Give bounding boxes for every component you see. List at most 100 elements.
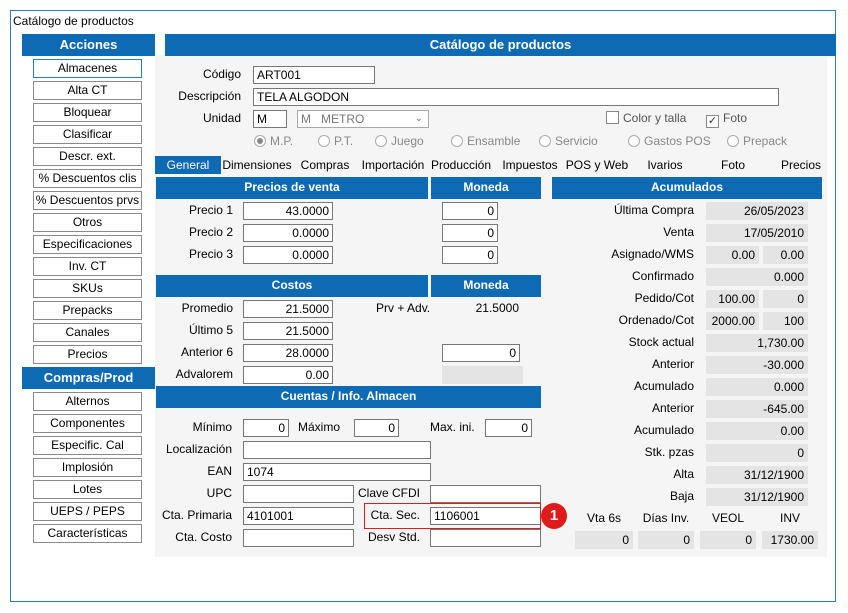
acumulado-bottom-value: 0 <box>575 531 633 549</box>
sidebar-acciones-button[interactable]: % Descuentos prvs <box>33 191 142 210</box>
acumulado-value: -30.000 <box>706 356 808 374</box>
advalorem-moneda-field <box>442 366 523 384</box>
ultimo-input[interactable]: 21.5000 <box>243 322 333 340</box>
precio-label: Precio 1 <box>188 203 233 217</box>
acumulado-value: -645.00 <box>706 400 808 418</box>
precio-moneda-input[interactable]: 0 <box>442 202 498 220</box>
tab[interactable]: General <box>155 156 221 174</box>
acumulado-value: 26/05/2023 <box>706 202 808 220</box>
sidebar-compras-button[interactable]: UEPS / PEPS <box>33 502 142 521</box>
advalorem-label: Advalorem <box>175 367 233 381</box>
acumulado-label: Confirmado <box>631 269 694 283</box>
checkmark-icon: ✓ <box>706 115 719 128</box>
sidebar-acciones-button[interactable]: Almacenes <box>33 59 142 78</box>
anterior-moneda-input[interactable]: 0 <box>442 344 520 362</box>
precio-moneda-input[interactable]: 0 <box>442 224 498 242</box>
type-radio[interactable]: Servicio <box>539 133 598 149</box>
upc-input[interactable] <box>243 485 354 503</box>
sidebar-acciones-button[interactable]: Clasificar <box>33 125 142 144</box>
sidebar-acciones-button[interactable]: Precios <box>33 345 142 364</box>
sidebar-acciones-button[interactable]: Alta CT <box>33 81 142 100</box>
acumulado-label: Anterior <box>651 357 694 371</box>
unidad-select[interactable]: M METRO ⌄ <box>297 110 429 128</box>
cta-sec-label: Cta. Sec. <box>370 508 420 522</box>
codigo-input[interactable]: ART001 <box>253 66 375 84</box>
precio-input[interactable]: 0.0000 <box>243 246 333 264</box>
prv-adv-label: Prv + Adv. <box>376 301 431 315</box>
type-radio[interactable]: Ensamble <box>451 133 520 149</box>
sidebar-compras-button[interactable]: Especific. Cal <box>33 436 142 455</box>
cuentas-header: Cuentas / Info. Almacen <box>156 386 541 408</box>
maximo-label: Máximo <box>298 420 341 434</box>
sidebar-acciones-button[interactable]: Inv. CT <box>33 257 142 276</box>
window-title: Catálogo de productos <box>13 14 134 28</box>
acumulado-label: Asignado/WMS <box>611 247 694 261</box>
precio-moneda-input[interactable]: 0 <box>442 246 498 264</box>
radio-selected-icon <box>254 135 266 147</box>
anterior-label: Anterior 6 <box>180 345 233 359</box>
acumulado-value: 0.000 <box>706 378 808 396</box>
maximo-input[interactable]: 0 <box>354 419 399 437</box>
clave-cfdi-input[interactable] <box>430 485 541 503</box>
tab[interactable]: Foto <box>720 158 745 172</box>
acumulado-value: 1,730.00 <box>706 334 808 352</box>
localizacion-input[interactable] <box>243 441 431 459</box>
sidebar-compras-button[interactable]: Implosión <box>33 458 142 477</box>
foto-checkbox[interactable]: ✓ Foto <box>706 110 747 128</box>
tab[interactable]: POS y Web <box>565 158 629 172</box>
type-radio[interactable]: P.T. <box>318 133 353 149</box>
type-radio-label: Ensamble <box>467 134 521 148</box>
descripcion-input[interactable]: TELA ALGODON <box>253 88 779 106</box>
type-radio[interactable]: Juego <box>375 133 424 149</box>
precios-moneda-header: Moneda <box>431 177 541 199</box>
advalorem-input[interactable]: 0.00 <box>243 366 333 384</box>
maxini-input[interactable]: 0 <box>485 419 532 437</box>
compras-header: Compras/Prod <box>22 367 155 389</box>
unidad-input[interactable]: M <box>253 110 287 128</box>
sidebar-acciones-button[interactable]: Bloquear <box>33 103 142 122</box>
tab[interactable]: Dimensiones <box>222 158 292 172</box>
ean-input[interactable]: 1074 <box>243 463 431 481</box>
tab[interactable]: Importación <box>361 158 425 172</box>
acumulado-bottom-value: 0 <box>700 531 756 549</box>
sidebar-compras-button[interactable]: Lotes <box>33 480 142 499</box>
precio-input[interactable]: 0.0000 <box>243 224 333 242</box>
desv-std-input[interactable] <box>430 529 541 547</box>
sidebar-compras-button[interactable]: Características <box>33 524 142 543</box>
color-talla-checkbox[interactable]: Color y talla <box>606 110 686 126</box>
sidebar-acciones-button[interactable]: Prepacks <box>33 301 142 320</box>
tab[interactable]: Precios <box>780 158 821 172</box>
acciones-header: Acciones <box>22 34 155 56</box>
acumulado-value1: 2000.00 <box>706 312 759 330</box>
type-radio-label: Prepack <box>743 134 788 148</box>
tab[interactable]: Producción <box>430 158 492 172</box>
cta-primaria-input[interactable]: 4101001 <box>243 507 354 525</box>
acumulado-label: Stock actual <box>628 335 694 349</box>
precio-label: Precio 2 <box>188 225 233 239</box>
promedio-input[interactable]: 21.5000 <box>243 300 333 318</box>
sidebar-compras-button[interactable]: Alternos <box>33 392 142 411</box>
sidebar-compras-button[interactable]: Componentes <box>33 414 142 433</box>
sidebar-acciones-button[interactable]: Otros <box>33 213 142 232</box>
tab[interactable]: Ivarios <box>647 158 683 172</box>
tab[interactable]: Impuestos <box>502 158 558 172</box>
minimo-label: Mínimo <box>192 420 232 434</box>
sidebar-acciones-button[interactable]: Especificaciones <box>33 235 142 254</box>
sidebar-acciones-button[interactable]: Canales <box>33 323 142 342</box>
sidebar-acciones-button[interactable]: Descr. ext. <box>33 147 142 166</box>
callout-badge: 1 <box>541 503 567 529</box>
acumulado-label: Acumulado <box>633 379 694 393</box>
acumulado-value2: 100 <box>763 312 808 330</box>
minimo-input[interactable]: 0 <box>243 419 289 437</box>
cta-primaria-label: Cta. Primaria <box>161 508 232 522</box>
tab[interactable]: Compras <box>300 158 350 172</box>
cta-costo-input[interactable] <box>243 529 354 547</box>
anterior-input[interactable]: 28.0000 <box>243 344 333 362</box>
sidebar-acciones-button[interactable]: SKUs <box>33 279 142 298</box>
precio-input[interactable]: 43.0000 <box>243 202 333 220</box>
sidebar-acciones-button[interactable]: % Descuentos clis <box>33 169 142 188</box>
ultimo-label: Último 5 <box>188 323 233 337</box>
type-radio[interactable]: Gastos POS <box>628 133 711 149</box>
type-radio[interactable]: Prepack <box>727 133 787 149</box>
type-radio[interactable]: M.P. <box>254 133 293 149</box>
